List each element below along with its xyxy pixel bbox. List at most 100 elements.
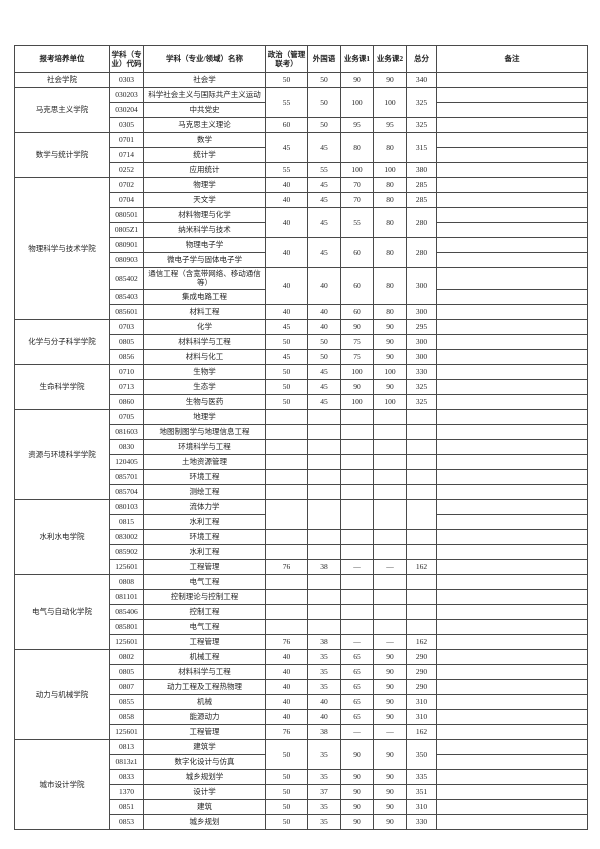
college-name-cell: 城市设计学院 (14, 738, 110, 830)
score-cell-total: 300 (406, 267, 437, 305)
table-row: 030204 中共党史 (15, 102, 588, 118)
score-cell-politics: 76 (265, 558, 308, 575)
score-cell-total (406, 408, 437, 425)
score-cell-foreign (307, 483, 341, 500)
score-cell-total (406, 423, 437, 440)
major-name-cell: 材料科学与工程 (143, 663, 266, 680)
score-cell-total: 325 (406, 378, 437, 395)
major-code-cell: 125601 (109, 633, 144, 650)
major-code-cell: 081101 (109, 588, 144, 605)
remark-cell (436, 87, 588, 103)
score-cell-total (406, 573, 437, 590)
score-cell-course2 (373, 408, 407, 425)
major-code-cell: 081603 (109, 423, 144, 440)
remark-cell (436, 303, 588, 320)
score-cell-course2: 90 (373, 708, 407, 725)
col-header-foreign-language: 外国语 (307, 45, 341, 73)
table-row: 080903 微电子学与固体电子学 (15, 252, 588, 268)
score-cell-total: 310 (406, 798, 437, 815)
major-code-cell: 0805 (109, 333, 144, 350)
score-cell-course2: 80 (373, 303, 407, 320)
score-cell-course1 (340, 573, 374, 590)
score-cell-course1: 100 (340, 363, 374, 380)
score-cell-total: 280 (406, 237, 437, 268)
score-cell-foreign: 45 (307, 177, 341, 193)
major-code-cell: 0713 (109, 378, 144, 395)
score-cell-course1: 95 (340, 117, 374, 133)
remark-cell (436, 573, 588, 590)
score-cell-total: 325 (406, 393, 437, 410)
table-row: 社会学院 0303 社会学 50 50 90 90 340 (14, 72, 588, 88)
score-cell-foreign (307, 438, 341, 455)
table-row: 125601 工程管理 76 38— —162 (15, 723, 588, 740)
score-cell-course2 (373, 423, 407, 440)
score-cell-foreign: 35 (307, 768, 341, 785)
score-cell-politics: 50 (265, 333, 308, 350)
score-cell-foreign (307, 573, 341, 590)
score-cell-total (406, 468, 437, 485)
score-cell-total: 162 (406, 558, 437, 575)
college-name-cell: 化学与分子科学学院 (14, 318, 110, 365)
table-row: 0807 动力工程及工程热物理 40 35 65 90 290 (15, 678, 588, 695)
score-cell-course1 (340, 498, 374, 530)
remark-cell (436, 588, 588, 605)
remark-cell (436, 222, 588, 238)
table-row: 城市设计学院 0813 建筑学 50 35 90 90 350 (14, 738, 588, 830)
score-cell-course2 (373, 483, 407, 500)
score-cell-course1: 90 (340, 72, 374, 88)
score-cell-foreign (307, 453, 341, 470)
major-name-cell: 地理学 (143, 408, 266, 425)
score-cell-total (406, 618, 437, 635)
score-cell-course1: 100 (340, 87, 374, 118)
table-row: 0714 统计学 (15, 147, 588, 163)
score-cell-politics (265, 408, 308, 425)
college-name-cell: 资源与环境科学学院 (14, 408, 110, 500)
major-code-cell: 0705 (109, 408, 144, 425)
score-cell-politics: 45 (265, 318, 308, 335)
major-name-cell: 城乡规划 (143, 813, 266, 830)
score-cell-course1 (340, 543, 374, 560)
score-cell-total: 280 (406, 207, 437, 238)
major-name-cell: 统计学 (143, 147, 266, 163)
major-code-cell: 120405 (109, 453, 144, 470)
major-name-cell: 控制工程 (143, 603, 266, 620)
remark-cell (436, 252, 588, 268)
col-header-major-name: 学科（专业/领域）名称 (143, 45, 266, 73)
major-code-cell: 0701 (109, 132, 144, 148)
table-row: 085801 电气工程 (15, 618, 588, 635)
score-cell-course1: 90 (340, 783, 374, 800)
remark-cell (436, 633, 588, 650)
score-cell-course1: 90 (340, 813, 374, 830)
table-row: 0815 水利工程 (15, 513, 588, 530)
major-name-cell: 建筑 (143, 798, 266, 815)
score-cell-politics: 45 (265, 348, 308, 365)
score-cell-course2: 100 (373, 87, 407, 118)
score-cell-course1: — (340, 558, 374, 575)
score-cell-total: 162 (406, 633, 437, 650)
major-name-cell: 数字化设计与仿真 (143, 753, 266, 770)
score-cell-course1: 70 (340, 192, 374, 208)
major-code-cell: 0851 (109, 798, 144, 815)
score-cell-politics (265, 543, 308, 560)
major-name-cell: 测绘工程 (143, 483, 266, 500)
major-name-cell: 材料工程 (143, 303, 266, 320)
major-name-cell: 中共党史 (143, 102, 266, 118)
score-cell-total (406, 483, 437, 500)
score-cell-foreign (307, 618, 341, 635)
major-name-cell: 水利工程 (143, 543, 266, 560)
score-cell-foreign: 35 (307, 738, 341, 770)
score-cell-politics: 55 (265, 87, 308, 118)
score-cell-foreign: 35 (307, 798, 341, 815)
score-cell-total (406, 438, 437, 455)
score-cell-course2 (373, 573, 407, 590)
major-name-cell: 科学社会主义与国际共产主义运动 (143, 87, 266, 103)
major-name-cell: 集成电路工程 (143, 288, 266, 305)
score-cell-politics (265, 573, 308, 590)
score-cell-politics: 76 (265, 723, 308, 740)
table-row: 生命科学学院 0710 生物学 50 45 100 100 330 (14, 363, 588, 410)
score-cell-course2: 90 (373, 648, 407, 665)
major-name-cell: 动力工程及工程热物理 (143, 678, 266, 695)
score-cell-course2: 95 (373, 117, 407, 133)
table-row: 0830 环境科学与工程 (15, 438, 588, 455)
score-cell-course1 (340, 483, 374, 500)
